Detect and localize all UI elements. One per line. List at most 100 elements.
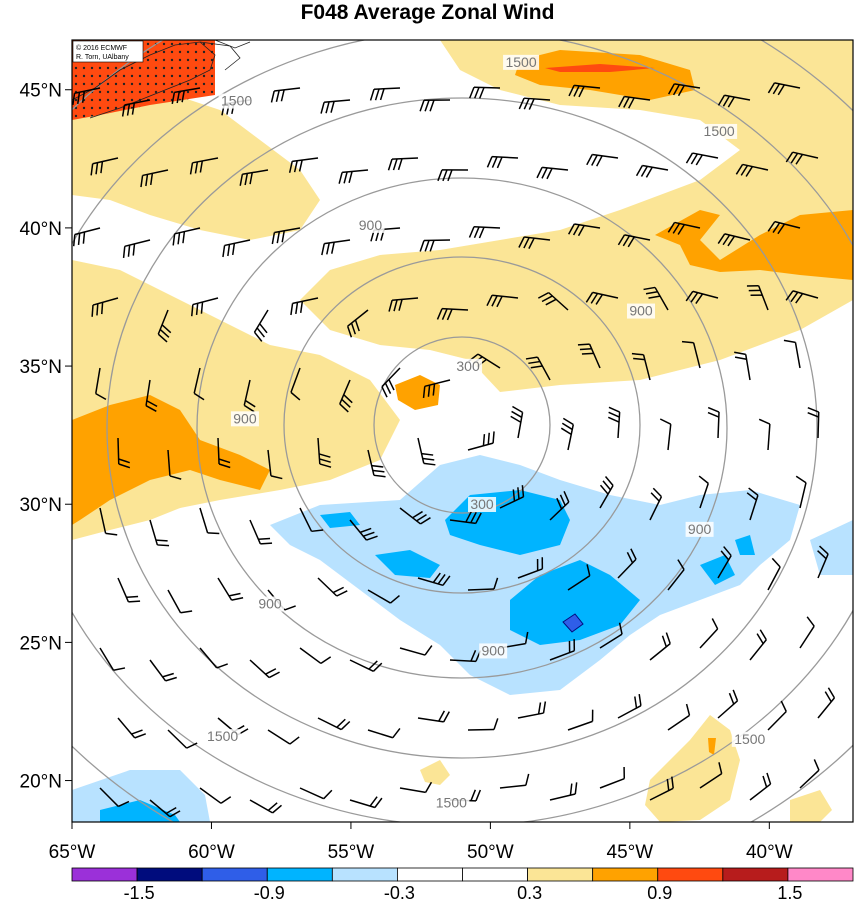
wind-barb (167, 449, 182, 480)
lon-tick-label: 40°W (746, 842, 793, 863)
wind-barb (499, 773, 530, 789)
wind-barb (167, 729, 198, 749)
colorbar-segment (462, 867, 528, 882)
contour-label-bg (627, 303, 656, 319)
wind-barb (199, 507, 220, 535)
wind-barb (599, 622, 623, 649)
wind-barb (243, 379, 256, 413)
wind-barb (560, 417, 575, 451)
wind-barb (149, 519, 170, 547)
wind-barb (618, 95, 651, 109)
wind-barb (367, 589, 400, 604)
wind-barb (317, 717, 351, 731)
wind-barb (567, 709, 594, 731)
wind-barb (518, 97, 551, 110)
wind-barb (399, 645, 433, 656)
contour-label: 900 (233, 410, 257, 426)
lat-tick-label: 25°N (20, 633, 62, 654)
wind-barb (717, 233, 751, 247)
contour-label: 900 (629, 303, 653, 319)
wind-barb (567, 223, 601, 237)
colorbar-segment (266, 867, 333, 882)
map-frame (71, 39, 854, 823)
wind-barb (199, 647, 228, 669)
positive-spot-south-1 (420, 760, 450, 785)
wind-barb (121, 99, 151, 117)
wind-barb (346, 309, 369, 338)
wind-barb (149, 799, 181, 818)
lon-tick-label: 50°W (467, 842, 514, 863)
lat-tick-label: 35°N (20, 357, 62, 378)
wind-barb (399, 781, 433, 794)
wind-barb (468, 225, 501, 239)
colorbar-label: -1.5 (124, 883, 155, 900)
contour-label-bg (685, 521, 714, 537)
contour-ring-300 (373, 336, 551, 514)
wind-barb (91, 297, 119, 317)
wind-barb (537, 291, 569, 311)
wind-barb (586, 153, 619, 167)
wind-barb (299, 647, 332, 665)
positive-spot-south-2 (645, 715, 740, 822)
lon-tick-label: 60°W (188, 842, 235, 863)
contour-label-bg (433, 795, 470, 811)
wind-barb (549, 491, 570, 521)
wind-barb (321, 239, 351, 256)
wind-barb (585, 291, 619, 305)
wind-barb (157, 309, 172, 343)
wind-barb (568, 84, 601, 98)
contour-label-bg (468, 496, 497, 512)
wind-barb (517, 701, 547, 719)
wind-barb (510, 405, 524, 439)
positive-spot-southeast (790, 790, 832, 822)
orange-patch-west (72, 395, 270, 525)
wind-barb (799, 759, 820, 789)
wind-barb (167, 589, 193, 614)
contour-label: 900 (359, 217, 383, 233)
wind-barb (249, 799, 282, 814)
wind-barb (746, 284, 769, 311)
wind-barb (467, 431, 495, 451)
axes: 20°N 25°N 30°N 35°N 40°N 45°N 65°W 60°W 55°W 50°W… (20, 81, 793, 863)
wind-barb (149, 659, 177, 682)
contour-label: 1500 (221, 93, 252, 109)
wind-barb (467, 718, 499, 731)
wind-barb (437, 169, 469, 182)
wind-barb (659, 418, 672, 451)
contour-label: 1500 (734, 731, 765, 747)
wind-barb (449, 511, 482, 525)
lat-tick-label: 45°N (20, 81, 62, 102)
wind-barb (72, 87, 101, 105)
contour-label: 900 (258, 595, 282, 611)
wind-barb (525, 356, 551, 381)
orange-patch-center (395, 375, 440, 410)
contour-label-layer: 300 300 900 900 900 900 900 900 1500 1500 1500 1500… (204, 54, 768, 811)
contour-label-bg (204, 729, 241, 745)
wind-barb (90, 157, 119, 176)
wind-barb (749, 772, 772, 801)
wind-barb (199, 787, 232, 804)
wind-barb (746, 487, 759, 521)
wind-barb (681, 340, 701, 369)
wind-barb (667, 221, 701, 235)
wind-barb (239, 169, 269, 186)
wind-barb (422, 379, 451, 399)
wind-barb (320, 99, 351, 114)
credit-box: © 2016 ECMWF R. Torn, UAlbany (72, 40, 144, 63)
contour-label: 900 (688, 521, 712, 537)
contour-label-bg (256, 596, 285, 612)
wind-barb (685, 290, 719, 304)
wind-barb (191, 297, 219, 317)
lat-tick-label: 40°N (20, 219, 62, 240)
wind-barb (717, 94, 751, 108)
wind-barb (381, 367, 401, 398)
wind-barb (617, 693, 642, 719)
colorbar-segment (397, 867, 463, 882)
contour-label-bg (503, 54, 540, 70)
wind-barb (349, 659, 383, 672)
contour-label-bg (230, 411, 259, 427)
wind-barbs (72, 82, 836, 818)
wind-barb (417, 437, 436, 466)
wind-barb (95, 367, 107, 401)
